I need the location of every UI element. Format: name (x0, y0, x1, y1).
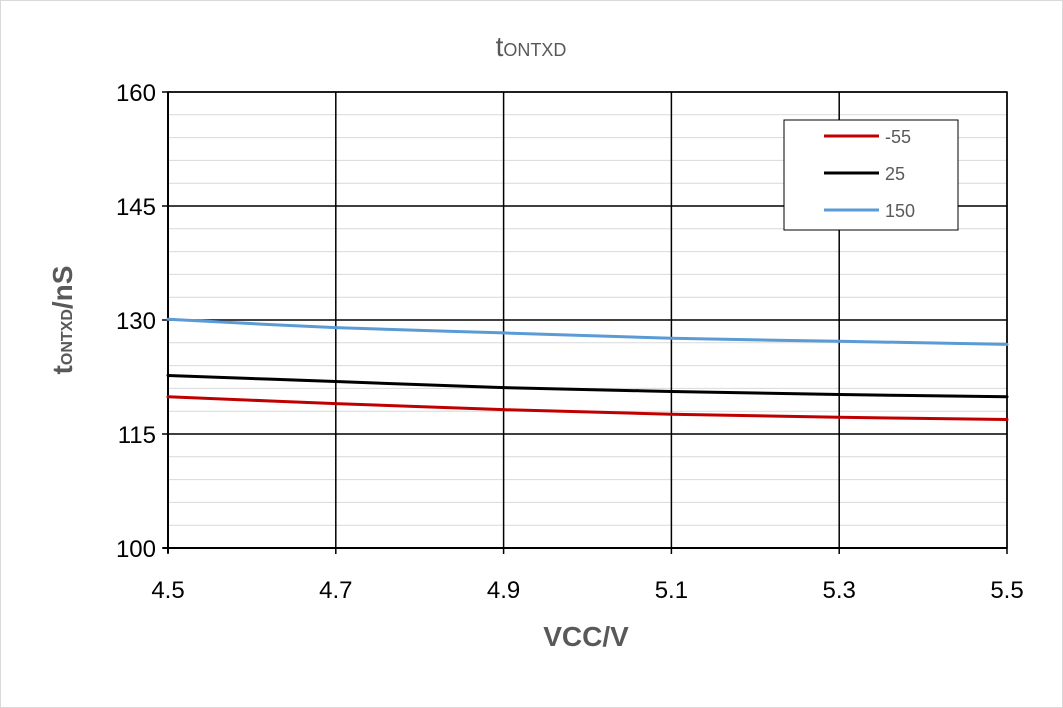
chart-title-main: t (496, 31, 504, 62)
legend: -55 25 150 (783, 119, 959, 231)
y-tick-label: 115 (118, 422, 156, 449)
chart-title-sub: ONTXD (503, 40, 566, 60)
legend-label-2: 150 (885, 201, 915, 221)
y-axis-label-suffix: /nS (47, 266, 78, 310)
legend-box (783, 119, 959, 231)
x-tick-label: 4.7 (319, 577, 352, 604)
series-line-2 (166, 317, 1009, 346)
series-lines (166, 317, 1009, 422)
x-tick-label: 4.9 (487, 577, 520, 604)
y-axis-ticks: 100 115 130 145 160 (116, 80, 168, 563)
y-tick-label: 100 (116, 536, 156, 563)
x-tick-label: 5.5 (990, 577, 1023, 604)
legend-label-1: 25 (885, 164, 905, 184)
y-axis-label-sub: ONTXD (59, 309, 76, 365)
x-axis-ticks: 4.5 4.7 4.9 5.1 5.3 5.5 (151, 548, 1024, 604)
y-tick-label: 160 (116, 80, 156, 107)
legend-entries: -55 25 150 (824, 127, 915, 221)
x-tick-label: 4.5 (151, 577, 184, 604)
x-axis-label: VCC/V (543, 621, 629, 652)
series-line-0 (166, 395, 1009, 422)
legend-label-0: -55 (885, 127, 911, 147)
y-tick-label: 145 (116, 194, 156, 221)
y-tick-label: 130 (116, 308, 156, 335)
x-tick-label: 5.1 (655, 577, 688, 604)
chart-title: tONTXD (496, 31, 567, 62)
y-axis-label: tONTXD/nS (47, 266, 78, 375)
y-axis-label-main: t (47, 365, 78, 374)
x-tick-label: 5.3 (823, 577, 856, 604)
series-line-1 (166, 373, 1009, 399)
